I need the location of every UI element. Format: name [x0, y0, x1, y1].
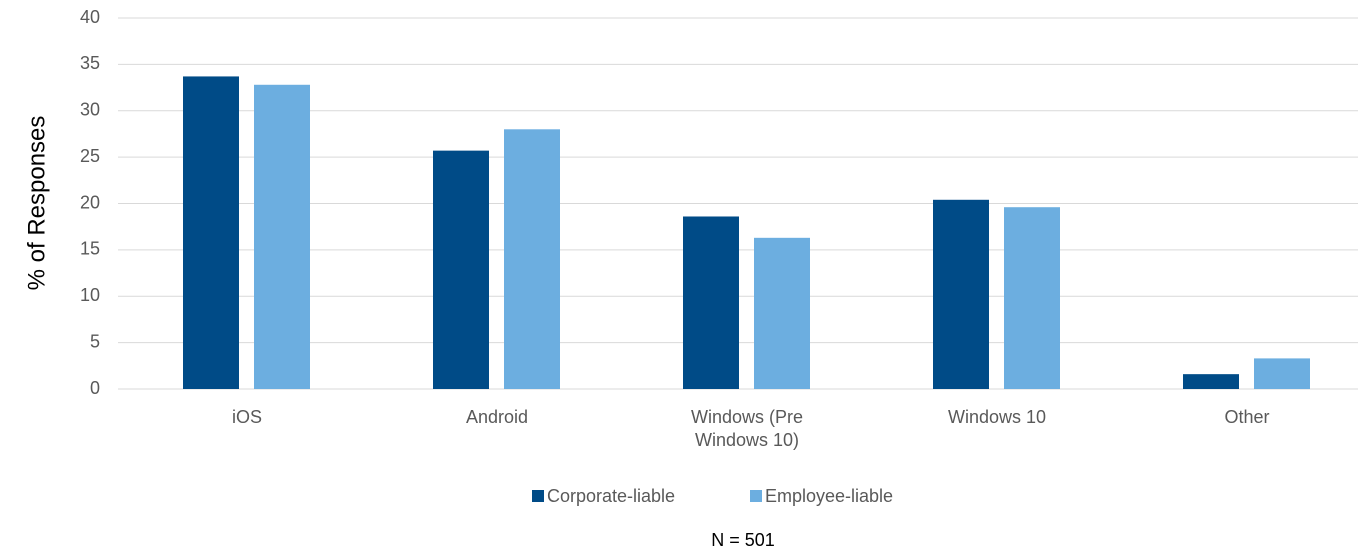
- x-tick-label: Android: [465, 407, 529, 427]
- x-tick-label: Other: [1224, 407, 1270, 427]
- x-tick-label: Windows 10: [947, 407, 1047, 427]
- bar: [433, 150, 489, 389]
- y-tick-label: 35: [80, 53, 100, 73]
- y-tick-label: 40: [80, 7, 100, 27]
- bar: [754, 237, 810, 389]
- x-tick-label: iOS: [231, 407, 262, 427]
- bar: [933, 199, 989, 389]
- bar: [683, 216, 739, 389]
- y-tick-label: 0: [90, 378, 100, 398]
- x-tick-label: Windows (Pre Windows 10): [690, 407, 804, 450]
- bar: [1254, 358, 1310, 389]
- y-tick-label: 10: [80, 285, 100, 305]
- legend-label: Corporate-liable: [547, 486, 675, 506]
- legend-swatch: [532, 490, 544, 502]
- y-tick-label: 30: [80, 100, 100, 120]
- y-axis-title: % of Responses: [23, 116, 50, 291]
- y-tick-label: 5: [90, 331, 100, 351]
- legend-swatch: [750, 490, 762, 502]
- legend-label: Employee-liable: [765, 486, 893, 506]
- bar: [1004, 207, 1060, 389]
- footnote: N = 501: [711, 530, 775, 550]
- bar: [1183, 374, 1239, 389]
- bar: [183, 76, 239, 390]
- y-tick-label: 25: [80, 146, 100, 166]
- y-tick-label: 15: [80, 239, 100, 259]
- bar: [254, 84, 310, 389]
- y-tick-label: 20: [80, 192, 100, 212]
- bar: [504, 129, 560, 390]
